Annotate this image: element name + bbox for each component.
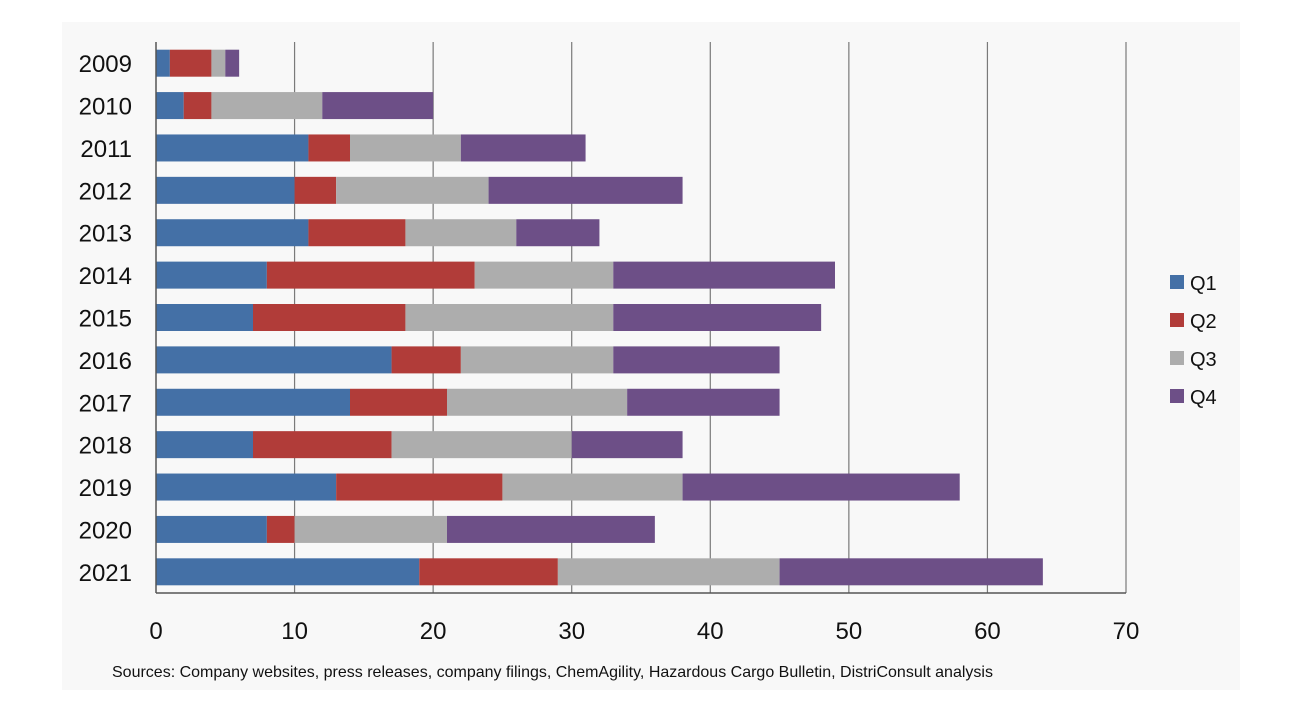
bar-q3-2013 [405, 219, 517, 247]
y-tick-label: 2021 [79, 560, 132, 587]
legend-swatch-q3 [1170, 351, 1184, 365]
x-tick-label: 50 [836, 618, 863, 645]
bar-q2-2013 [308, 219, 406, 247]
bar-q4-2020 [447, 515, 655, 543]
bar-q1-2014 [156, 261, 267, 289]
x-tick-label: 60 [974, 618, 1001, 645]
legend-swatch-q4 [1170, 389, 1184, 403]
bar-q4-2013 [516, 219, 600, 247]
y-tick-label: 2009 [79, 51, 132, 78]
y-tick-label: 2016 [79, 348, 132, 375]
bar-q1-2018 [156, 431, 253, 459]
x-tick-label: 20 [420, 618, 447, 645]
bar-q1-2009 [156, 49, 170, 77]
legend-label-q1: Q1 [1190, 273, 1217, 295]
bar-q1-2012 [156, 176, 295, 204]
bar-q3-2011 [350, 134, 461, 162]
legend-label-q2: Q2 [1190, 311, 1217, 333]
bar-q2-2014 [266, 261, 475, 289]
bar-q4-2019 [682, 473, 960, 501]
bar-q2-2012 [294, 176, 337, 204]
bar-q4-2009 [225, 49, 240, 77]
y-tick-label: 2017 [79, 390, 132, 417]
legend: Q1 Q2 Q3 Q4 [1170, 273, 1217, 409]
bar-q1-2013 [156, 219, 309, 247]
y-tick-label: 2015 [79, 306, 132, 333]
bar-q3-2009 [211, 49, 226, 77]
y-tick-label: 2013 [79, 221, 132, 248]
bar-q4-2014 [613, 261, 835, 289]
axes [155, 42, 1126, 594]
bar-q4-2010 [322, 92, 434, 120]
legend-label-q4: Q4 [1190, 387, 1217, 409]
bar-q3-2012 [336, 176, 489, 204]
bar-q3-2019 [502, 473, 683, 501]
bar-q2-2016 [391, 346, 461, 374]
bar-q4-2011 [460, 134, 586, 162]
bar-q2-2019 [336, 473, 503, 501]
tick-labels: 0 10 20 30 40 50 60 70 2009 2010 2011 2012 2013 2014 2… [79, 51, 1140, 645]
bar-q4-2012 [488, 176, 683, 204]
bar-q3-2010 [211, 92, 323, 120]
bar-q1-2017 [156, 388, 350, 416]
bar-q1-2020 [156, 515, 267, 543]
y-tick-label: 2018 [79, 433, 132, 460]
bar-q2-2009 [169, 49, 212, 77]
x-tick-label: 70 [1113, 618, 1140, 645]
legend-swatch-q1 [1170, 275, 1184, 289]
bar-q3-2017 [447, 388, 628, 416]
legend-swatch-q2 [1170, 313, 1184, 327]
bar-q4-2016 [613, 346, 780, 374]
bar-q2-2020 [266, 515, 295, 543]
bars [156, 49, 1043, 586]
x-tick-label: 10 [281, 618, 308, 645]
y-tick-label: 2011 [80, 136, 132, 163]
x-tick-label: 40 [697, 618, 724, 645]
y-tick-label: 2012 [79, 178, 132, 205]
bar-q2-2021 [419, 558, 558, 586]
y-tick-label: 2019 [79, 475, 132, 502]
bar-q3-2015 [405, 304, 614, 331]
bar-q3-2016 [460, 346, 614, 374]
bar-q3-2018 [391, 431, 572, 459]
bar-q1-2019 [156, 473, 337, 501]
source-note: Sources: Company websites, press release… [112, 664, 993, 681]
bar-q4-2021 [779, 558, 1043, 586]
bar-q1-2016 [156, 346, 392, 374]
bar-q1-2010 [156, 92, 184, 120]
bar-q3-2020 [294, 515, 447, 543]
y-tick-label: 2014 [79, 263, 132, 290]
bar-q2-2018 [253, 431, 392, 459]
bar-q1-2011 [156, 134, 309, 162]
bar-q3-2021 [557, 558, 780, 586]
bar-q2-2017 [350, 388, 447, 416]
bar-q2-2015 [253, 304, 406, 331]
bar-q1-2021 [156, 558, 420, 586]
y-tick-label: 2010 [79, 94, 132, 121]
x-tick-label: 30 [558, 618, 585, 645]
bar-q3-2014 [474, 261, 614, 289]
x-tick-label: 0 [149, 618, 162, 645]
bar-q4-2015 [613, 304, 822, 331]
bar-q2-2010 [183, 92, 212, 120]
y-tick-label: 2020 [79, 517, 132, 544]
legend-label-q3: Q3 [1190, 349, 1217, 371]
bar-q4-2018 [571, 431, 683, 459]
bar-q2-2011 [308, 134, 350, 162]
bar-q4-2017 [627, 388, 780, 416]
bar-q1-2015 [156, 304, 253, 331]
